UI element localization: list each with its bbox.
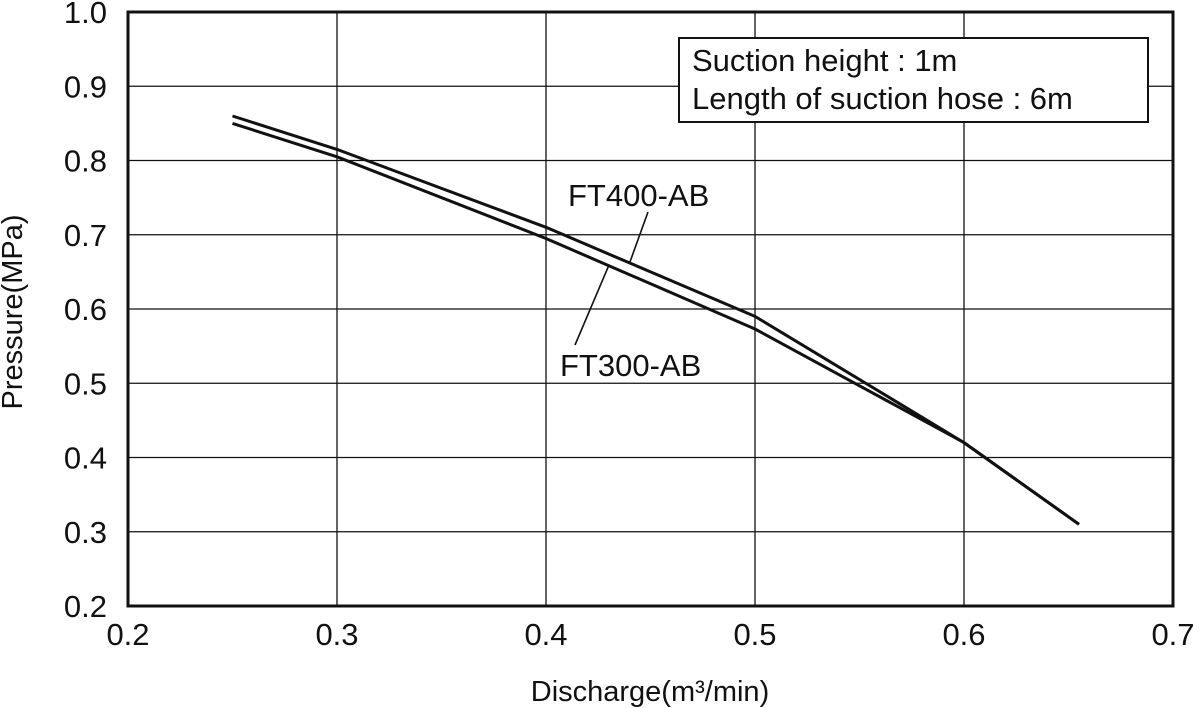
x-tick-label: 0.2 bbox=[106, 617, 149, 652]
y-tick-label: 0.3 bbox=[64, 515, 107, 550]
y-tick-label: 1.0 bbox=[64, 0, 107, 30]
x-tick-label: 0.4 bbox=[524, 617, 567, 652]
x-tick-label: 0.5 bbox=[733, 617, 776, 652]
y-axis-label: Pressure(MPa) bbox=[0, 215, 29, 410]
x-tick-label: 0.3 bbox=[315, 617, 358, 652]
y-tick-label: 0.9 bbox=[64, 69, 107, 104]
annotation-line-1: Suction height : 1m bbox=[692, 43, 957, 78]
x-tick-label: 0.6 bbox=[942, 617, 985, 652]
series-line-ft300-ab bbox=[232, 121, 1080, 526]
tick-labels: 0.2 0.3 0.4 0.5 0.6 0.7 0.2 0.3 0.4 0.5 0.6 0.7 0.8 0… bbox=[64, 0, 1195, 652]
y-tick-label: 0.2 bbox=[64, 589, 107, 624]
x-axis-label: Discharge(m³/min) bbox=[531, 676, 769, 708]
y-tick-label: 0.5 bbox=[64, 366, 107, 401]
label-leaders bbox=[574, 211, 649, 346]
y-tick-label: 0.7 bbox=[64, 218, 107, 253]
series-label-ft300: FT300-AB bbox=[560, 348, 701, 383]
series-layer bbox=[232, 114, 1080, 526]
y-tick-label: 0.8 bbox=[64, 144, 107, 179]
leader-ft400 bbox=[628, 211, 649, 264]
leader-ft300 bbox=[574, 265, 610, 346]
annotation-line-2: Length of suction hose : 6m bbox=[692, 81, 1073, 116]
y-tick-label: 0.6 bbox=[64, 292, 107, 327]
annotation-frame bbox=[678, 37, 1149, 123]
annotation-box: Suction height : 1m Length of suction ho… bbox=[678, 37, 1149, 123]
plot-frame bbox=[126, 10, 1175, 608]
y-tick-label: 0.4 bbox=[64, 441, 107, 476]
x-tick-label: 0.7 bbox=[1151, 617, 1194, 652]
series-label-ft400: FT400-AB bbox=[568, 178, 709, 213]
